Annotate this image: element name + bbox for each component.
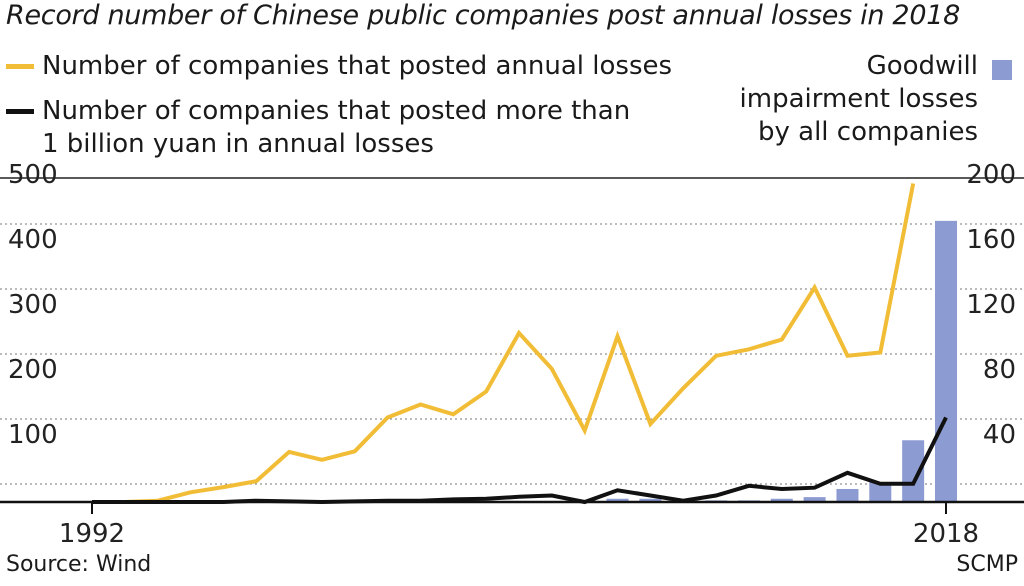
bar-goodwill-2008 xyxy=(606,498,629,502)
chart-title: Record number of Chinese public companie… xyxy=(6,0,960,31)
y-left-tick-label: 300 xyxy=(8,290,58,320)
x-tick-label: 1992 xyxy=(59,519,125,549)
y-left-tick-label: 500 xyxy=(8,160,58,190)
y-right-tick-label: 120 xyxy=(966,290,1016,320)
legend-label-goodwill: Goodwill impairment losses by all compan… xyxy=(739,51,978,147)
source-label: Source: Wind xyxy=(6,552,152,577)
y-right-tick-label: 40 xyxy=(983,420,1016,450)
line-billion-losses xyxy=(92,416,948,505)
bar-goodwill-2013 xyxy=(770,498,793,502)
y-right-tick-label: 200 xyxy=(966,160,1016,190)
bar-goodwill-2018 xyxy=(935,220,957,502)
legend-label-billion-losses: Number of companies that posted more tha… xyxy=(42,96,631,159)
y-left-tick-label: 400 xyxy=(8,225,58,255)
legend-swatch-billion-losses xyxy=(6,109,34,114)
bar-goodwill-2014 xyxy=(803,497,826,502)
bar-goodwill-2009 xyxy=(639,498,662,502)
y-left-tick-label: 100 xyxy=(8,420,58,450)
bar-goodwill-2017 xyxy=(902,440,925,502)
legend-item-annual-losses: Number of companies that posted annual l… xyxy=(6,50,672,83)
y-right-tick-label: 160 xyxy=(966,225,1016,255)
legend-label-annual-losses: Number of companies that posted annual l… xyxy=(42,51,673,81)
legend-swatch-annual-losses xyxy=(6,64,34,69)
y-left-tick-label: 200 xyxy=(8,355,58,385)
bar-goodwill-2016 xyxy=(869,482,892,502)
credit-label: SCMP xyxy=(956,552,1018,577)
y-right-tick-label: 80 xyxy=(983,355,1016,385)
legend-swatch-goodwill xyxy=(992,60,1012,80)
x-tick-label: 2018 xyxy=(913,519,979,549)
legend-item-billion-losses: Number of companies that posted more tha… xyxy=(6,95,630,161)
bar-goodwill-2015 xyxy=(836,489,859,502)
line-annual-losses xyxy=(92,183,916,504)
